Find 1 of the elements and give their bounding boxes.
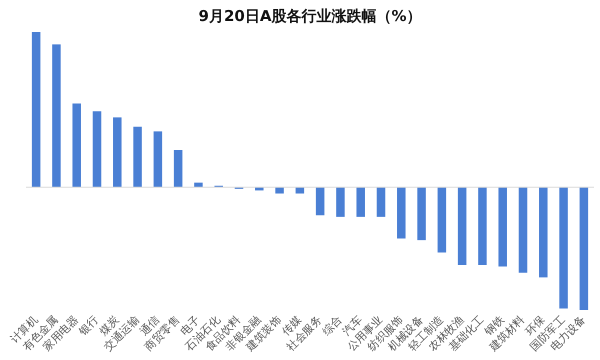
chart-title: 9月20日A股各行业涨跌幅（%） bbox=[198, 6, 422, 25]
